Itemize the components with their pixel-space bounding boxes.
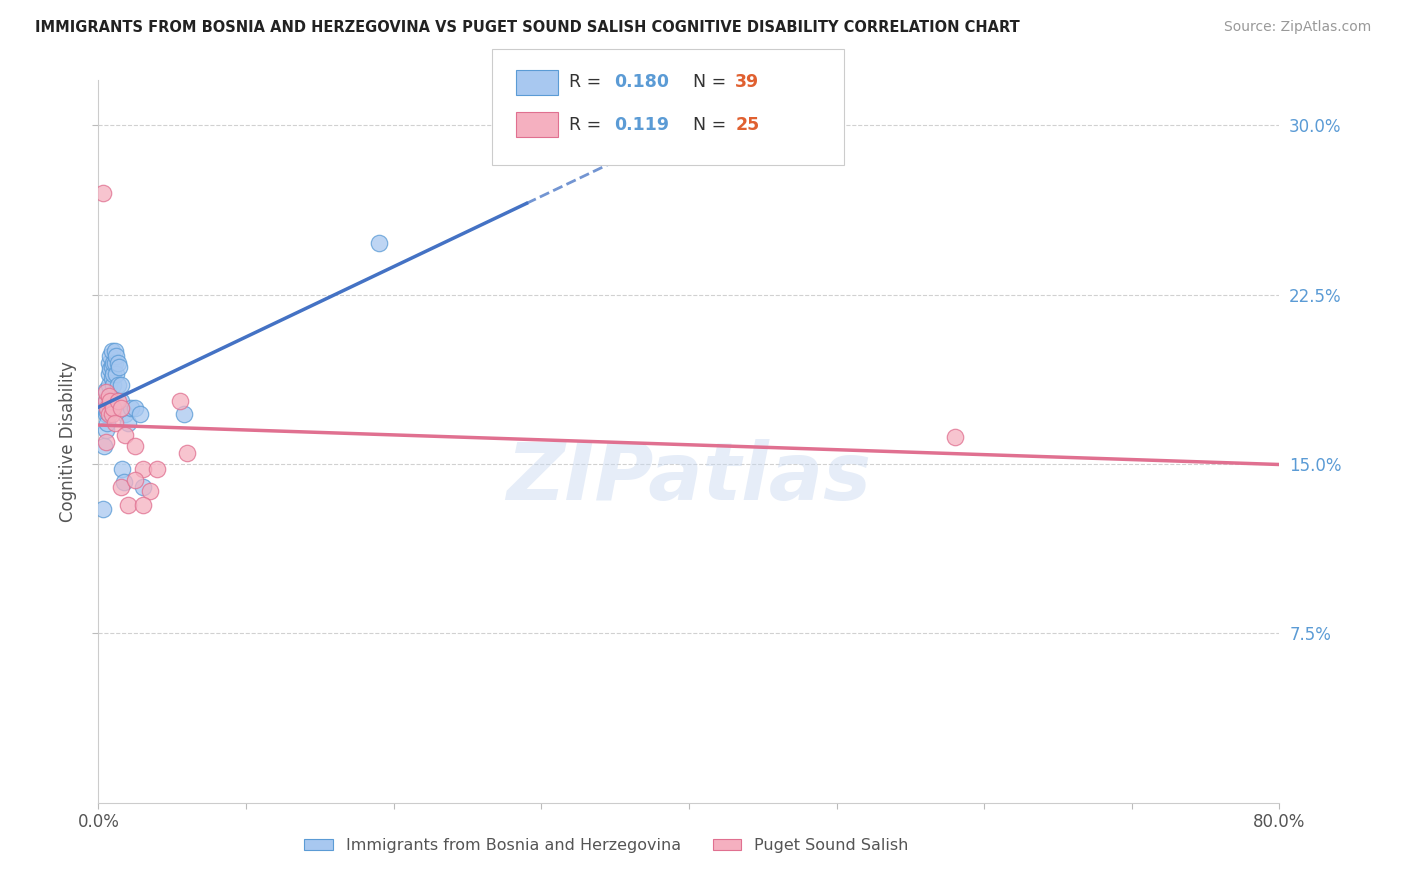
Text: Source: ZipAtlas.com: Source: ZipAtlas.com [1223, 20, 1371, 34]
Text: 39: 39 [735, 73, 759, 91]
Point [110, 401, 132, 415]
Point [97, 408, 120, 422]
Point [111, 461, 134, 475]
Point [100, 408, 122, 422]
Legend: Immigrants from Bosnia and Herzegovina, Puget Sound Salish: Immigrants from Bosnia and Herzegovina, … [298, 832, 915, 860]
Point [103, 355, 125, 369]
Point [97, 378, 120, 392]
Point [96, 417, 118, 431]
Point [169, 393, 191, 408]
Point [94, 383, 117, 397]
Point [91, 186, 114, 201]
Text: ZIPatlas: ZIPatlas [506, 439, 872, 516]
Point [94, 423, 117, 437]
Point [94, 393, 117, 408]
Text: 0.119: 0.119 [614, 116, 669, 134]
Point [103, 378, 125, 392]
Text: 0.180: 0.180 [614, 73, 669, 91]
Point [173, 408, 195, 422]
Text: N =: N = [693, 116, 733, 134]
Point [108, 359, 131, 374]
Point [110, 480, 132, 494]
Point [98, 349, 121, 363]
Point [139, 484, 162, 499]
Y-axis label: Cognitive Disability: Cognitive Disability [59, 361, 77, 522]
Point [97, 355, 120, 369]
Point [97, 389, 120, 403]
Point [98, 393, 121, 408]
Point [132, 480, 155, 494]
Point [104, 417, 127, 431]
Point [104, 344, 127, 359]
Point [107, 393, 129, 408]
Point [93, 401, 115, 415]
Point [117, 417, 139, 431]
Text: 25: 25 [735, 116, 759, 134]
Point [93, 439, 115, 453]
Point [94, 393, 117, 408]
Point [97, 367, 120, 381]
Point [107, 378, 129, 392]
Point [100, 371, 122, 385]
Point [110, 393, 132, 408]
Point [943, 430, 966, 444]
Point [91, 502, 114, 516]
Text: IMMIGRANTS FROM BOSNIA AND HERZEGOVINA VS PUGET SOUND SALISH COGNITIVE DISABILIT: IMMIGRANTS FROM BOSNIA AND HERZEGOVINA V… [35, 20, 1019, 35]
Text: R =: R = [569, 116, 607, 134]
Point [124, 439, 146, 453]
Point [105, 367, 128, 381]
Point [176, 446, 198, 460]
Point [104, 355, 127, 369]
Point [103, 367, 125, 381]
Point [100, 344, 122, 359]
Point [105, 349, 128, 363]
Point [114, 427, 136, 442]
Point [132, 498, 155, 512]
Point [94, 408, 117, 422]
Point [96, 401, 118, 415]
Point [103, 401, 125, 415]
Point [96, 405, 118, 419]
Point [94, 434, 117, 449]
Text: N =: N = [693, 73, 733, 91]
Point [100, 359, 122, 374]
Point [368, 235, 391, 250]
Point [110, 378, 132, 392]
Point [120, 401, 142, 415]
Point [107, 355, 129, 369]
Point [94, 384, 117, 399]
Point [114, 408, 136, 422]
Text: R =: R = [569, 73, 607, 91]
Point [146, 461, 169, 475]
Point [112, 475, 135, 490]
Point [117, 498, 139, 512]
Point [98, 362, 121, 376]
Point [128, 408, 150, 422]
Point [124, 401, 146, 415]
Point [132, 461, 155, 475]
Point [124, 473, 146, 487]
